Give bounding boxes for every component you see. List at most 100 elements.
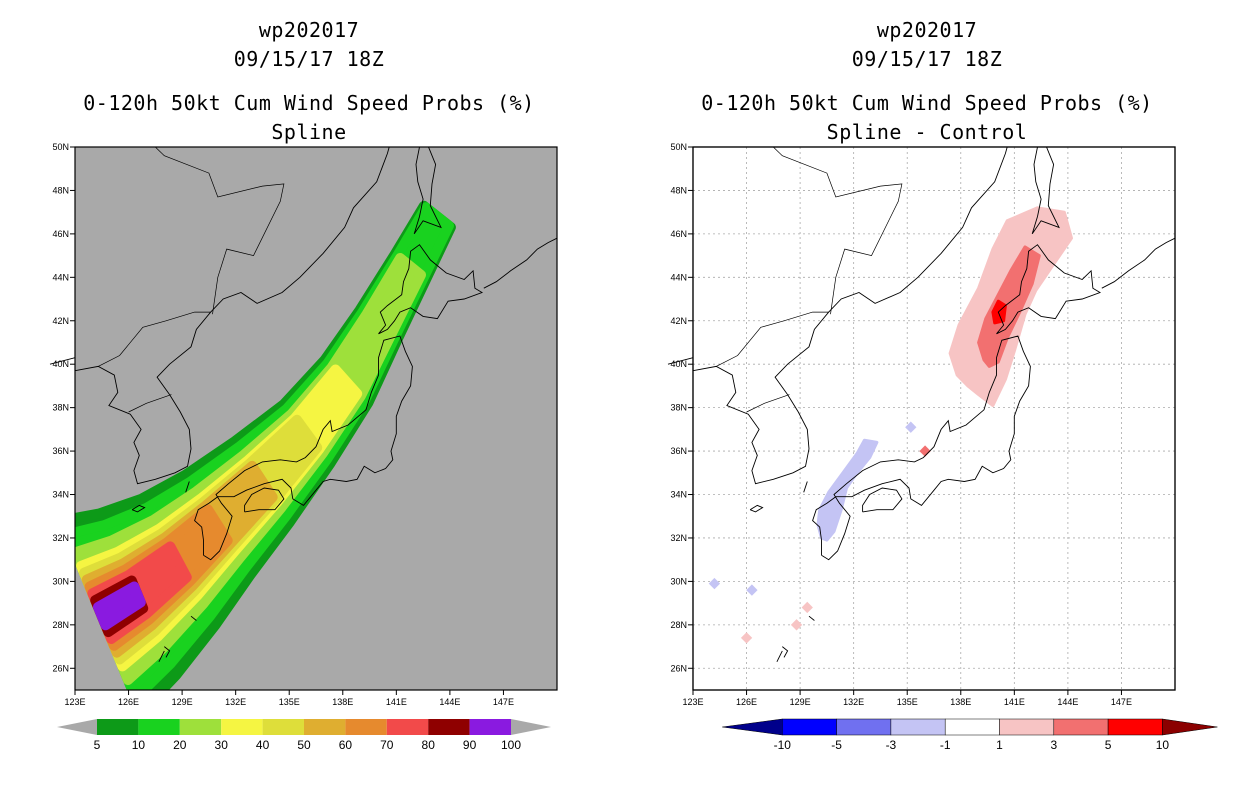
chart-subtitle: Spline - Control [826,120,1028,144]
coastline [812,335,1031,561]
probability-map: 123E 126E 129E 132E 135E 138E 141E 144E 147E 26N 2… [49,142,558,752]
colorbar-segment [890,718,946,736]
coastlines [667,146,1176,662]
chart-title: 0-120h 50kt Cum Wind Speed Probs (%) [701,91,1153,115]
colorbar: -10 -5 -3 -1 1 3 5 10 [722,718,1218,752]
y-tick-label: 50N [670,142,687,152]
y-tick-label: 32N [670,533,687,543]
coastline [164,646,171,658]
coastline [667,357,694,365]
colorbar-label: 5 [1105,738,1112,752]
y-tick-label: 32N [52,533,69,543]
x-tick-label: 132E [225,697,246,707]
difference-speckle [919,445,931,457]
coastline [158,650,165,662]
colorbar-segment [469,719,511,735]
difference-speckle [905,421,917,433]
axis-ticks: 123E 126E 129E 132E 135E 138E 141E 144E 147E 26N 2… [670,142,1175,707]
axis-ticks: 123E 126E 129E 132E 135E 138E 141E 144E 147E 26N 2… [52,142,513,707]
chart-title: 0-120h 50kt Cum Wind Speed Probs (%) [83,91,535,115]
difference-map: 123E 126E 129E 132E 135E 138E 141E 144E 147E 26N 2… [667,142,1218,752]
colorbar-segment [944,718,1000,736]
colorbar-under-arrow [722,718,783,736]
colorbar-segment [428,719,470,735]
colorbar-segment [179,719,222,735]
colorbar-over-arrow [1162,718,1218,736]
y-tick-label: 30N [670,576,687,586]
y-tick-label: 26N [670,663,687,673]
y-tick-label: 42N [52,316,69,326]
y-tick-label: 48N [52,185,69,195]
colorbar-segment [304,719,346,735]
colorbar-label: 1 [996,738,1003,752]
difference-panel: wp202017 09/15/17 18Z 0-120h 50kt Cum Wi… [618,0,1236,800]
coastline [808,615,815,621]
y-tick-label: 34N [670,490,687,500]
border-line [773,146,903,315]
border-line [716,311,829,367]
coastline [185,481,190,493]
coastline [244,487,285,513]
y-tick-label: 42N [670,316,687,326]
y-tick-label: 44N [670,272,687,282]
coastline [996,244,1102,335]
colorbar-label: 70 [380,738,394,752]
colorbar-segment [345,719,387,735]
coastline [692,146,1008,485]
colorbar-segment [782,718,837,736]
colorbar-under-arrow [57,719,97,735]
y-tick-label: 38N [670,403,687,413]
map-background [693,147,1175,690]
difference-region [816,438,879,542]
coastline [862,487,903,513]
colorbar-label: 5 [94,738,101,752]
y-tick-label: 46N [52,229,69,239]
colorbar: 5 10 20 30 40 50 60 70 80 90 100 [57,719,551,752]
x-tick-label: 138E [332,697,353,707]
probability-panel: wp202017 09/15/17 18Z 0-120h 50kt Cum Wi… [49,18,558,752]
x-tick-label: 144E [1057,697,1078,707]
x-tick-label: 123E [682,697,703,707]
x-tick-label: 135E [279,697,300,707]
y-tick-label: 40N [670,359,687,369]
colorbar-label: 60 [339,738,353,752]
y-tick-label: 30N [52,576,69,586]
coastlines [49,146,558,662]
coastline [190,615,197,621]
colorbar-segment [221,719,263,735]
colorbar-label: -1 [940,738,951,752]
colorbar-segment [999,718,1055,736]
colorbar-segment [1053,718,1109,736]
storm-id-label: wp202017 [258,18,360,42]
colorbar-label: 30 [215,738,229,752]
plot-frame-overlay [692,146,1176,691]
storm-id-label: wp202017 [876,18,978,42]
colorbar-label: -3 [886,738,897,752]
y-tick-label: 36N [52,446,69,456]
chart-subtitle: Spline [271,120,347,144]
colorbar-segment [1107,718,1163,736]
colorbar-over-arrow [511,719,551,735]
x-tick-label: 144E [439,697,460,707]
colorbar-label: 80 [422,738,436,752]
coastline [131,504,146,513]
x-tick-label: 141E [1004,697,1025,707]
colorbar-segment [97,719,139,735]
y-tick-label: 44N [52,272,69,282]
border-line [746,394,790,413]
date-label: 09/15/17 18Z [233,47,385,71]
date-label: 09/15/17 18Z [851,47,1003,71]
y-tick-label: 28N [52,620,69,630]
coastline [776,650,783,662]
coastline [782,646,789,658]
colorbar-label: -5 [831,738,842,752]
x-tick-label: 138E [950,697,971,707]
x-tick-label: 123E [64,697,85,707]
difference-region [977,245,1041,368]
difference-speckle [790,619,803,631]
x-tick-label: 126E [736,697,757,707]
colorbar-label: 90 [463,738,477,752]
colorbar-label: 50 [297,738,311,752]
colorbar-label: 10 [132,738,146,752]
coastline [1101,237,1176,289]
